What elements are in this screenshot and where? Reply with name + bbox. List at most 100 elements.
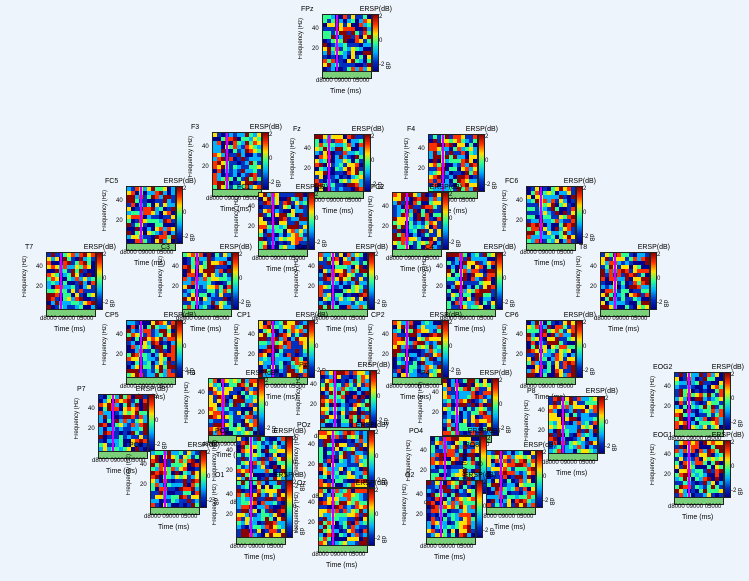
heatmap-cell	[275, 333, 279, 337]
heatmap-cell	[433, 337, 437, 341]
heatmap-cell	[585, 417, 589, 421]
heatmap-cell	[277, 453, 281, 457]
heatmap-cell	[183, 293, 187, 297]
heatmap-cell	[341, 387, 345, 391]
heatmap-cell	[249, 411, 253, 415]
heatmap-cell	[91, 257, 95, 261]
heatmap-cell	[491, 253, 495, 257]
heatmap-cell	[175, 483, 179, 487]
heatmap-cell	[131, 341, 135, 345]
heatmap-cell	[227, 253, 231, 257]
heatmap-cell	[475, 431, 479, 435]
heatmap-cell	[335, 471, 339, 475]
heatmap-cell	[565, 445, 569, 449]
heatmap-cell	[241, 469, 245, 473]
heatmap-cell	[127, 231, 131, 235]
heatmap-cell	[147, 215, 151, 219]
heatmap-cell	[469, 167, 473, 171]
heatmap-cell	[155, 345, 159, 349]
heatmap-cell	[581, 441, 585, 445]
heatmap-cell	[367, 55, 371, 59]
heatmap-svg	[127, 187, 175, 243]
heatmap-cell	[163, 187, 167, 191]
heatmap-cell	[577, 433, 581, 437]
heatmap-cell	[433, 205, 437, 209]
heatmap-cell	[471, 465, 475, 469]
heatmap-cell	[557, 401, 561, 405]
heatmap-cell	[339, 39, 343, 43]
y-axis-label: Frequency (Hz)	[576, 256, 582, 298]
heatmap-cell	[363, 285, 367, 289]
heatmap-cell	[131, 373, 135, 377]
heatmap-cell	[547, 337, 551, 341]
heatmap-cell	[159, 187, 163, 191]
y-tick-label: 40	[172, 264, 179, 270]
heatmap-cell	[351, 39, 355, 43]
heatmap-cell	[203, 273, 207, 277]
colorbar-tick-label: -2	[449, 240, 455, 246]
heatmap-cell	[275, 369, 279, 373]
heatmap-cell	[323, 253, 327, 257]
heatmap-cell	[433, 179, 437, 183]
heatmap-cell	[339, 479, 343, 483]
heatmap-cell	[467, 261, 471, 265]
heatmap-cell	[475, 273, 479, 277]
heatmap-cell	[351, 43, 355, 47]
heatmap-cell	[363, 289, 367, 293]
heatmap-cell	[471, 427, 475, 431]
heatmap-cell	[479, 297, 483, 301]
heatmap-cell	[233, 157, 237, 161]
heatmap-cell	[233, 137, 237, 141]
heatmap-cell	[401, 321, 405, 325]
heatmap-cell	[519, 475, 523, 479]
heatmap-cell	[343, 155, 347, 159]
heatmap-cell	[563, 223, 567, 227]
heatmap-cell	[227, 269, 231, 273]
heatmap-cell	[479, 285, 483, 289]
heatmap-cell	[329, 415, 333, 419]
heatmap-cell	[483, 269, 487, 273]
heatmap-cell	[527, 325, 531, 329]
heatmap-cell	[221, 165, 225, 169]
heatmap-cell	[409, 245, 413, 249]
heatmap-cell	[199, 293, 203, 297]
heatmap-cell	[135, 419, 139, 423]
channel-label: CP5	[105, 312, 119, 319]
heatmap-cell	[367, 59, 371, 63]
heatmap-cell	[51, 281, 55, 285]
heatmap-cell	[451, 257, 455, 261]
heatmap-cell	[279, 357, 283, 361]
heatmap-cell	[535, 345, 539, 349]
heatmap-cell	[443, 383, 447, 387]
heatmap-cell	[103, 399, 107, 403]
heatmap-cell	[155, 475, 159, 479]
heatmap-cell	[431, 461, 435, 465]
heatmap-cell	[191, 471, 195, 475]
colorbar-tick-label: -2	[183, 368, 189, 374]
heatmap-cell	[397, 205, 401, 209]
heatmap-cell	[241, 403, 245, 407]
heatmap-cell	[535, 235, 539, 239]
heatmap-cell	[455, 473, 459, 477]
heatmap-cell	[299, 321, 303, 325]
heatmap-cell	[67, 253, 71, 257]
heatmap-cell	[401, 345, 405, 349]
heatmap-cell	[253, 383, 257, 387]
heatmap-cell	[257, 165, 261, 169]
heatmap-cell	[143, 369, 147, 373]
heatmap-cell	[421, 201, 425, 205]
heatmap-cell	[365, 415, 369, 419]
heatmap-cell	[215, 261, 219, 265]
heatmap-cell	[287, 353, 291, 357]
heatmap-cell	[299, 333, 303, 337]
heatmap-cell	[433, 163, 437, 167]
heatmap-cell	[143, 231, 147, 235]
heatmap-cell	[439, 445, 443, 449]
heatmap-cell	[567, 207, 571, 211]
heatmap-cell	[343, 475, 347, 479]
heatmap-cell	[455, 441, 459, 445]
colorbar-tick-label: 2	[103, 252, 107, 258]
heatmap-cell	[155, 227, 159, 231]
heatmap-cell	[273, 457, 277, 461]
heatmap-cell	[319, 431, 323, 435]
